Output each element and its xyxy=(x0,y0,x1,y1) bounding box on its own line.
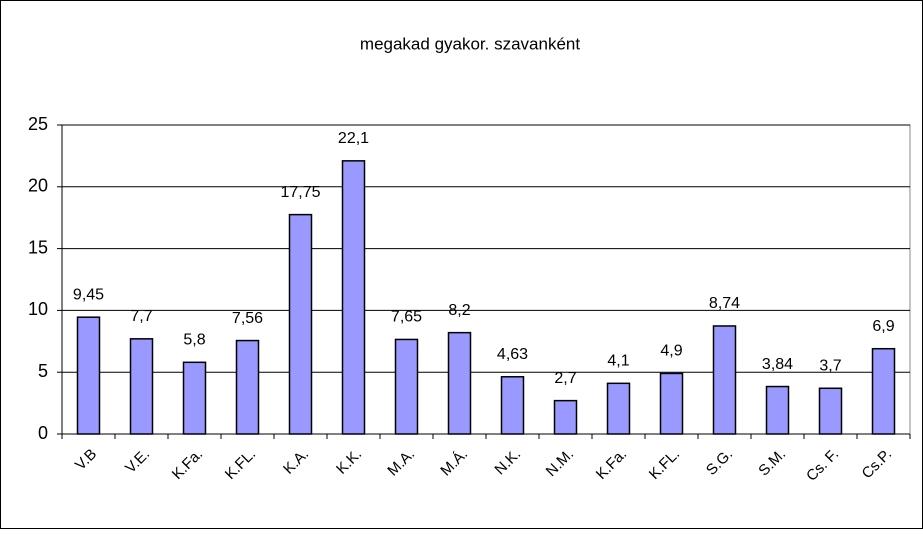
y-tick-label: 20 xyxy=(28,176,48,196)
bar xyxy=(394,338,419,435)
bar xyxy=(818,387,843,435)
value-label: 7,7 xyxy=(130,308,152,325)
bar xyxy=(659,372,684,435)
bar xyxy=(182,361,207,435)
bar xyxy=(76,316,101,435)
value-label: 4,1 xyxy=(607,353,629,370)
y-tick-label: 0 xyxy=(38,423,48,443)
y-tick-label: 5 xyxy=(38,361,48,381)
value-label: 8,74 xyxy=(709,295,740,312)
value-label: 17,75 xyxy=(280,184,320,201)
value-label: 7,65 xyxy=(391,309,422,326)
bar xyxy=(553,399,578,435)
bar xyxy=(606,382,631,435)
bar xyxy=(871,347,896,435)
value-label: 22,1 xyxy=(338,130,369,147)
value-label: 4,63 xyxy=(497,346,528,363)
value-label: 7,56 xyxy=(232,310,263,327)
value-label: 5,8 xyxy=(183,332,205,349)
value-label: 6,9 xyxy=(872,318,894,335)
y-tick-label: 25 xyxy=(28,114,48,134)
bar xyxy=(235,339,260,435)
bar xyxy=(500,376,525,435)
bar xyxy=(712,325,737,435)
value-label: 9,45 xyxy=(73,286,104,303)
bar xyxy=(341,160,366,435)
bar xyxy=(447,331,472,435)
bar xyxy=(765,385,790,435)
chart-title: megakad gyakor. szavanként xyxy=(360,34,580,53)
value-label: 8,2 xyxy=(448,302,470,319)
bar xyxy=(129,338,154,435)
value-label: 3,84 xyxy=(762,356,793,373)
value-label: 3,7 xyxy=(819,357,841,374)
y-tick-label: 15 xyxy=(28,237,48,257)
bar xyxy=(288,213,313,435)
value-label: 4,9 xyxy=(660,343,682,360)
value-label: 2,7 xyxy=(554,370,576,387)
y-tick-label: 10 xyxy=(28,299,48,319)
